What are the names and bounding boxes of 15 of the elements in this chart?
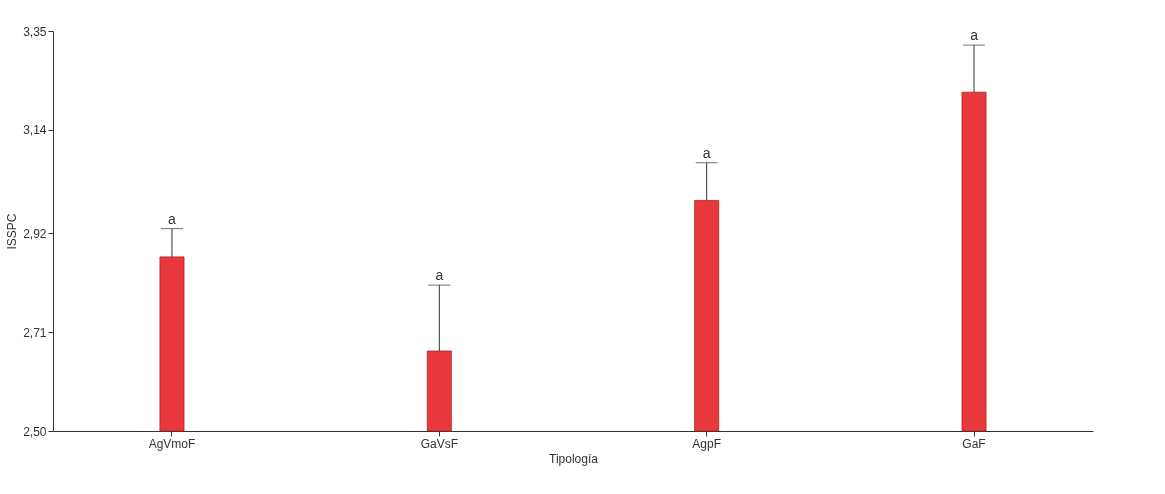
x-tick-label: AgVmoF bbox=[148, 436, 196, 451]
annotation: a bbox=[970, 27, 979, 44]
y-axis-title: ISSPC bbox=[5, 213, 20, 250]
annotation: a bbox=[435, 267, 444, 284]
y-tick-label: 2,92 bbox=[23, 226, 47, 241]
x-tick-label: GaF bbox=[962, 436, 986, 451]
annotation: a bbox=[702, 144, 711, 161]
annotation: a bbox=[168, 210, 177, 227]
x-tick-label: AgpF bbox=[692, 436, 722, 451]
x-tick-label: GaVsF bbox=[420, 436, 458, 451]
y-tick-label: 3,35 bbox=[23, 24, 47, 39]
y-tick-label: 2,71 bbox=[23, 325, 47, 340]
x-axis-title: Tipología bbox=[549, 451, 599, 466]
y-tick-label: 3,14 bbox=[23, 123, 47, 138]
y-tick-label: 2,50 bbox=[23, 424, 47, 439]
